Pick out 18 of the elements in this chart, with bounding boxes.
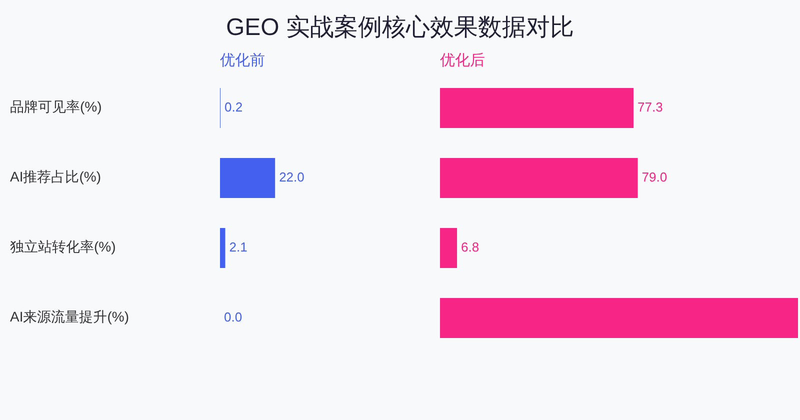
data-label: 0.2 [224, 99, 243, 114]
y-tick-label: AI推荐占比(%) [10, 168, 101, 185]
series-label: 优化前 [220, 52, 265, 69]
data-label: 6.8 [461, 239, 480, 254]
bar [440, 298, 798, 338]
bar [440, 228, 458, 268]
data-label: 79.0 [642, 169, 668, 184]
bar [440, 158, 638, 198]
data-label: 0.0 [224, 309, 242, 324]
data-label: 22.0 [279, 169, 304, 184]
y-tick-label: AI来源流量提升(%) [10, 308, 129, 325]
data-label: 77.3 [638, 99, 663, 114]
data-label: 2.1 [229, 239, 248, 254]
bar [440, 88, 634, 128]
y-tick-label: 品牌可见率(%) [10, 98, 102, 115]
y-tick-label: 独立站转化率(%) [10, 238, 116, 255]
text: GEO 实战案例核心效果数据对比 [226, 14, 574, 41]
series-label: 优化后 [440, 52, 485, 69]
